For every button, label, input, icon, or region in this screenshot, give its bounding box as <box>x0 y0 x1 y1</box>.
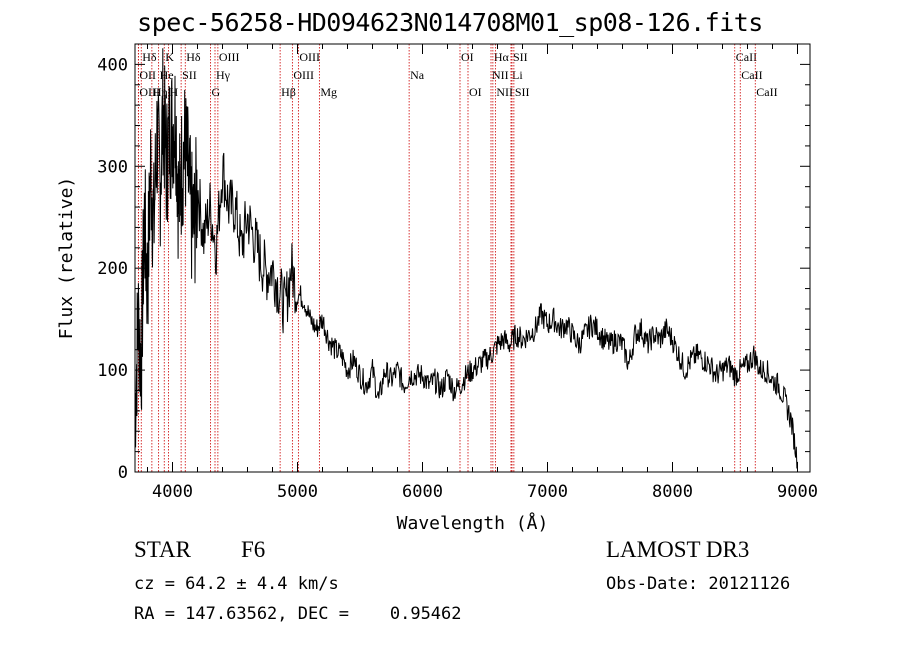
line-marker-label: Hδ <box>186 50 201 64</box>
line-marker-label: Hη <box>153 85 168 99</box>
line-marker-label: OI <box>461 50 474 64</box>
y-tick-label: 200 <box>97 259 128 279</box>
y-tick-label: 300 <box>97 157 128 177</box>
line-marker-label: Na <box>410 68 425 82</box>
line-marker-label: Hδ <box>142 50 157 64</box>
x-axis-label: Wavelength (Å) <box>397 512 549 534</box>
y-tick-label: 100 <box>97 361 128 381</box>
line-marker-label: SII <box>182 68 197 82</box>
line-marker-label: OIII <box>293 68 314 82</box>
object-class: STAR <box>134 537 191 562</box>
line-marker-label: OIII <box>139 85 160 99</box>
line-marker-label: NII <box>492 68 509 82</box>
spectrum-line <box>134 48 798 469</box>
chart-title: spec-56258-HD094623N014708M01_sp08-126.f… <box>137 8 763 37</box>
line-marker-label: Hγ <box>216 68 231 82</box>
object-subclass: F6 <box>241 537 266 562</box>
survey-name: LAMOST DR3 <box>606 537 750 562</box>
line-marker-label: Hβ <box>281 85 296 99</box>
x-tick-label: 7000 <box>527 482 568 502</box>
y-axis-label: Flux (relative) <box>56 177 77 340</box>
y-tick-label: 0 <box>118 463 128 483</box>
x-tick-label: 9000 <box>777 482 818 502</box>
plot-frame <box>134 43 811 473</box>
line-marker-label: OI <box>469 85 482 99</box>
x-tick-label: 4000 <box>152 482 193 502</box>
line-marker-label: K <box>165 50 174 64</box>
x-tick-label: 5000 <box>277 482 318 502</box>
line-marker-label: OIII <box>299 50 320 64</box>
line-marker-label: SII <box>515 85 530 99</box>
x-tick-label: 8000 <box>652 482 693 502</box>
y-tick-label: 400 <box>97 55 128 75</box>
line-marker-label: CaII <box>736 50 757 64</box>
line-marker-label: Li <box>512 68 523 82</box>
line-marker-label: G <box>212 85 221 99</box>
line-marker-label: H <box>170 85 179 99</box>
line-marker-label: CaII <box>741 68 762 82</box>
line-marker-label: NII <box>496 85 513 99</box>
line-marker-label: OIII <box>219 50 240 64</box>
redshift-value: cz = 64.2 ± 4.4 km/s <box>134 574 339 594</box>
x-tick-label: 6000 <box>402 482 443 502</box>
observation-date: Obs-Date: 20121126 <box>606 574 791 594</box>
line-marker-label: OII <box>139 68 156 82</box>
line-marker-label: Hα <box>494 50 510 64</box>
coordinates: RA = 147.63562, DEC = 0.95462 <box>134 604 462 624</box>
line-marker-label: Mg <box>320 85 337 99</box>
line-marker-label: SII <box>513 50 528 64</box>
line-marker-label: CaII <box>756 85 777 99</box>
